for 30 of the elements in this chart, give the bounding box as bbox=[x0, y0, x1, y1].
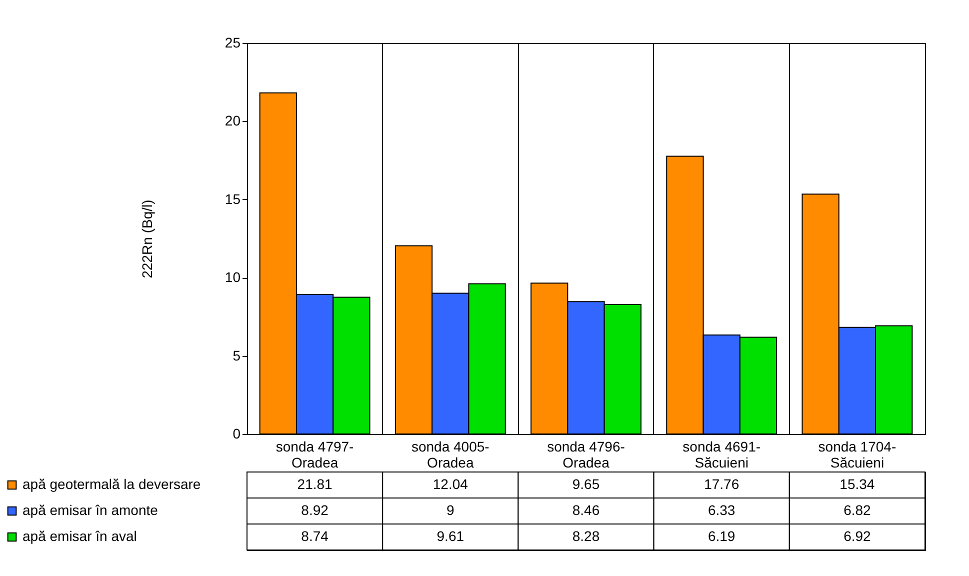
y-axis-title: 222Rn (Bq/l) bbox=[138, 200, 155, 278]
data-label: 9.65 bbox=[572, 476, 600, 492]
legend-label: apă geotermală la deversare bbox=[22, 476, 201, 492]
data-label: 15.34 bbox=[840, 476, 875, 492]
data-label: 17.76 bbox=[704, 476, 740, 492]
y-tick-label: 0 bbox=[232, 426, 241, 442]
data-label: 6.33 bbox=[708, 502, 736, 518]
legend-label: apă emisar în aval bbox=[22, 528, 137, 544]
y-tick-label: 25 bbox=[224, 34, 241, 50]
x-tick-label: sonda 4797-Oradea bbox=[276, 438, 354, 470]
data-label: 8.28 bbox=[572, 528, 600, 544]
data-label: 8.46 bbox=[572, 502, 600, 518]
data-label: 8.92 bbox=[301, 502, 329, 518]
legend-label: apă emisar în amonte bbox=[22, 502, 158, 518]
data-label: 6.82 bbox=[844, 502, 872, 518]
y-tick-label: 15 bbox=[224, 190, 241, 207]
data-label: 8.74 bbox=[301, 528, 329, 544]
data-label: 9 bbox=[446, 502, 454, 518]
y-tick-label: 10 bbox=[224, 269, 241, 286]
x-tick-label: sonda 4796-Oradea bbox=[547, 438, 626, 470]
x-tick-label: sonda 4005-Oradea bbox=[411, 438, 490, 470]
x-tick-label: sonda 4691-Săcuieni bbox=[682, 438, 761, 470]
data-label: 9.61 bbox=[436, 528, 464, 544]
data-label: 21.81 bbox=[297, 476, 333, 492]
data-label: 12.04 bbox=[432, 476, 468, 492]
y-tick-label: 5 bbox=[232, 347, 241, 364]
x-tick-label: sonda 1704-Săcuieni bbox=[818, 438, 896, 470]
data-label: 6.19 bbox=[708, 528, 736, 544]
y-tick-label: 20 bbox=[224, 112, 241, 129]
data-label: 6.92 bbox=[844, 528, 872, 544]
